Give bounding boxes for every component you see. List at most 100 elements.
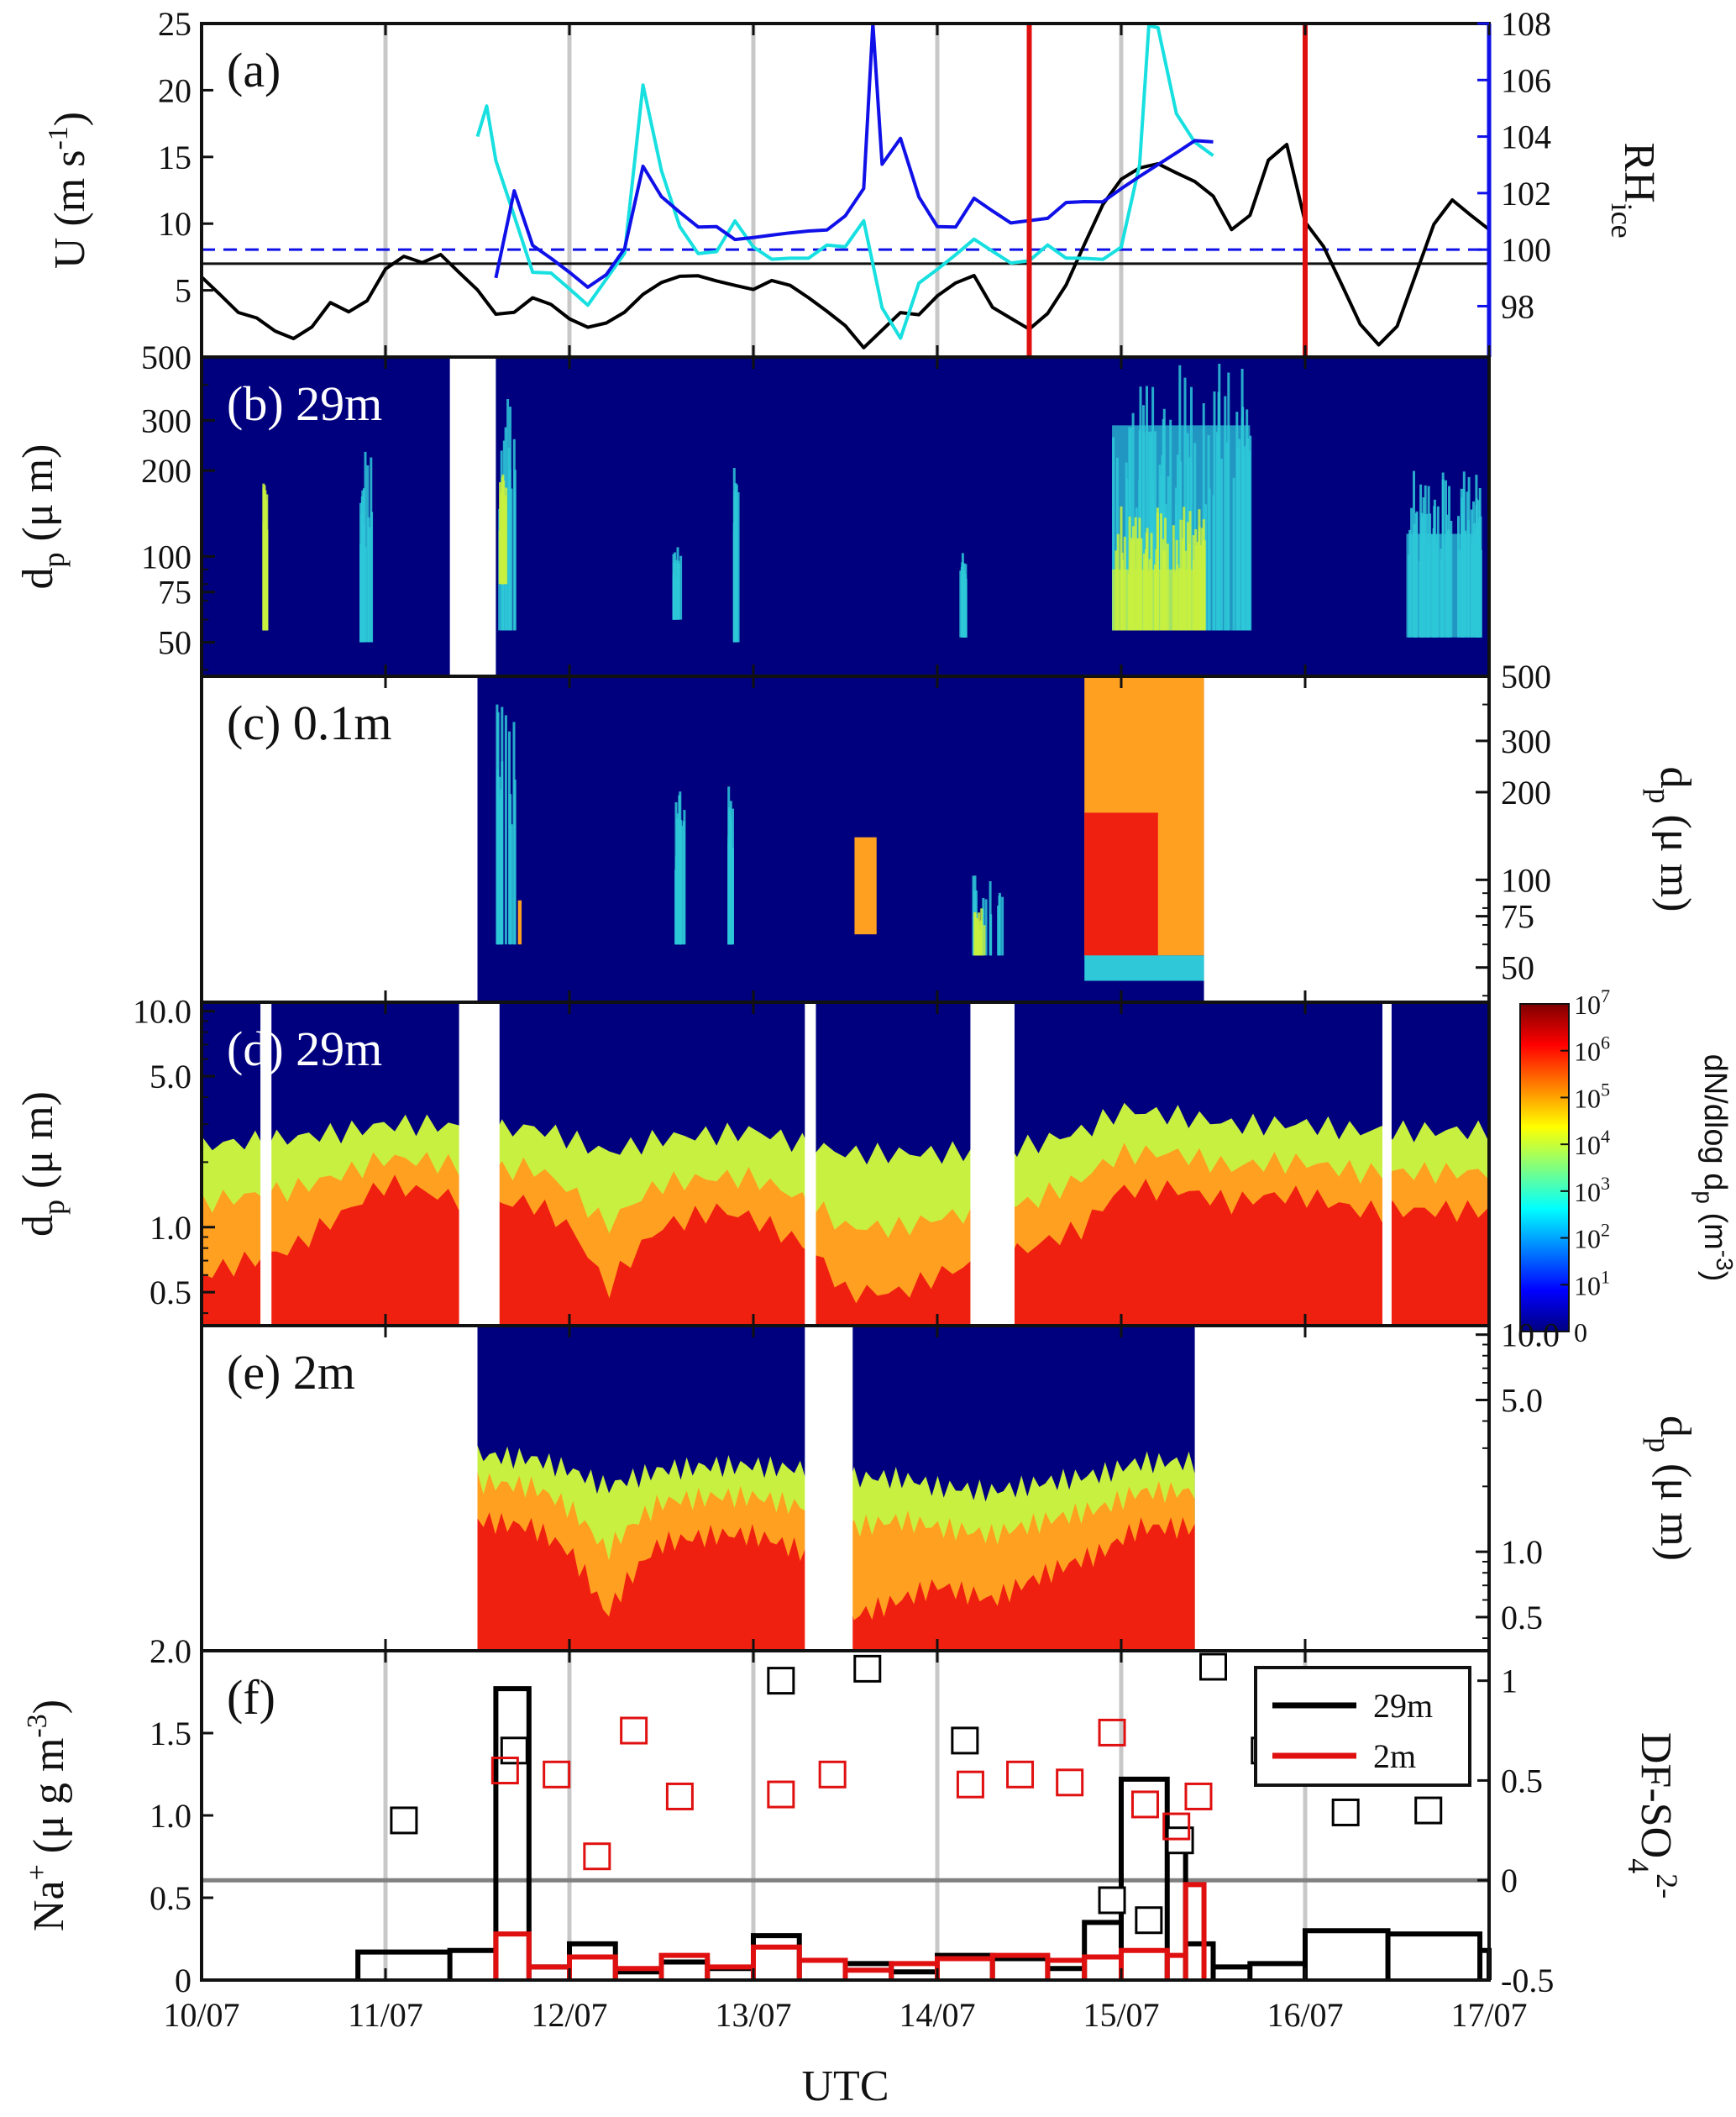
heatmap-cell — [1475, 529, 1478, 638]
y-right-tick-label: 104 — [1501, 118, 1551, 156]
x-tick-label: 14/07 — [899, 1996, 975, 2034]
heatmap-background — [202, 357, 1489, 676]
heatmap-cell — [1431, 534, 1434, 638]
df-marker-2m — [1130, 1790, 1159, 1819]
heatmap-cell — [683, 810, 686, 945]
heatmap-cell — [512, 439, 516, 631]
df-marker-29m — [500, 1736, 528, 1765]
heatmap-cell — [1194, 529, 1198, 631]
data-gap — [449, 357, 496, 676]
df-marker-29m — [1414, 1796, 1443, 1825]
heatmap-cell — [502, 498, 506, 585]
heatmap-cell — [498, 776, 501, 945]
y-axis-label: U (m s-1) — [43, 112, 94, 269]
y-right-tick-label: 106 — [1501, 61, 1551, 99]
panel-label: (a) — [227, 43, 281, 97]
y-left-tick-label: 2.0 — [149, 1632, 191, 1670]
y-right-tick-label: 1 — [1501, 1663, 1518, 1700]
heatmap-cell — [1178, 567, 1182, 631]
df-marker-2m — [583, 1842, 611, 1871]
heatmap-cell — [496, 769, 499, 945]
wind-speed-line — [200, 143, 1491, 349]
heatmap-cell — [679, 555, 683, 620]
heatmap-cell — [1470, 509, 1473, 638]
colorbar-tick-label: 106 — [1574, 1032, 1610, 1067]
heatmap-cell — [677, 563, 680, 620]
df-marker-2m — [1162, 1812, 1191, 1841]
heatmap-cell — [1242, 450, 1246, 631]
heatmap-cell — [983, 925, 986, 956]
panel-label: (b) 29m — [227, 376, 382, 431]
heatmap-cell — [1120, 506, 1123, 631]
heatmap-cell — [1192, 535, 1195, 631]
heatmap-cell — [1146, 528, 1149, 631]
colorbar-tick-label: 105 — [1574, 1079, 1610, 1113]
heatmap-cell — [1084, 955, 1204, 981]
heatmap-cell — [1414, 512, 1418, 638]
df-marker-29m — [1331, 1798, 1360, 1826]
df-marker-2m — [490, 1757, 519, 1785]
y-tick-label: 0.5 — [149, 1274, 191, 1311]
heatmap-cell — [1464, 530, 1467, 638]
heatmap-cell — [500, 789, 503, 945]
heatmap-cell — [1154, 572, 1157, 631]
y-axis-label: dp (μ m) — [1643, 767, 1699, 912]
x-tick-label: 10/07 — [163, 1996, 239, 2034]
heatmap-cell — [370, 512, 374, 643]
y-tick-label: 5.0 — [149, 1058, 191, 1095]
heatmap-cell — [364, 547, 367, 643]
colorbar-tick-label: 0 — [1574, 1317, 1587, 1347]
heatmap-cell — [1212, 495, 1215, 631]
heatmap-cell — [1410, 507, 1413, 638]
data-gap — [260, 1002, 272, 1326]
y-tick-label: 200 — [141, 452, 191, 490]
y-right-axis-label: DF-SO42- — [1622, 1732, 1684, 1899]
heatmap-cell — [961, 553, 964, 638]
heatmap-cell — [1182, 519, 1185, 631]
y-tick-label: 50 — [1501, 949, 1534, 987]
y-tick-label: 300 — [1501, 722, 1551, 760]
y-left-tick-label: 20 — [158, 71, 191, 109]
y-tick-label: 1.0 — [1501, 1533, 1543, 1571]
y-right-tick-label: 98 — [1501, 287, 1534, 325]
y-tick-label: 10.0 — [133, 993, 191, 1031]
heatmap-cell — [1462, 489, 1466, 638]
y-left-tick-label: 15 — [158, 139, 191, 176]
y-tick-label: 200 — [1501, 774, 1551, 812]
heatmap-cell — [1224, 396, 1227, 631]
heatmap-cell — [1128, 516, 1131, 631]
y-tick-label: 500 — [1501, 658, 1551, 696]
y-axis-label: dp (μ m) — [1643, 1416, 1699, 1561]
df-marker-29m — [853, 1654, 882, 1683]
heatmap-cell — [265, 538, 268, 631]
df-marker-2m — [818, 1760, 847, 1789]
y-right-tick-label: 0.5 — [1501, 1762, 1543, 1799]
y-right-tick-label: 108 — [1501, 5, 1551, 43]
heatmap-cell — [1135, 538, 1139, 631]
heatmap-cell — [360, 496, 364, 643]
panel-label: (f) — [227, 1670, 275, 1725]
heatmap-background — [477, 676, 1204, 1002]
y-tick-label: 75 — [158, 574, 191, 612]
heatmap-cell — [1145, 549, 1147, 631]
heatmap-cell — [1160, 513, 1162, 631]
data-layer — [200, 22, 1492, 1980]
heatmap-cell — [1132, 526, 1135, 631]
heatmap-cell — [672, 554, 675, 620]
heatmap-cell — [998, 896, 1001, 956]
df-marker-2m — [1006, 1760, 1035, 1789]
data-gap — [805, 1326, 853, 1651]
heatmap-cell — [517, 900, 522, 945]
panel-label: (c) 0.1m — [227, 696, 392, 750]
heatmap-cell — [501, 523, 505, 585]
heatmap-cell — [1173, 571, 1177, 631]
heatmap-cell — [1429, 513, 1432, 638]
heatmap-cell — [1408, 554, 1411, 638]
heatmap-cell — [674, 856, 678, 945]
heatmap-cell — [1175, 539, 1178, 631]
heatmap-cell — [984, 899, 988, 956]
heatmap-cell — [678, 859, 681, 945]
heatmap-cell — [676, 563, 679, 620]
heatmap-cell — [1166, 544, 1169, 631]
heatmap-cell — [1219, 459, 1223, 631]
